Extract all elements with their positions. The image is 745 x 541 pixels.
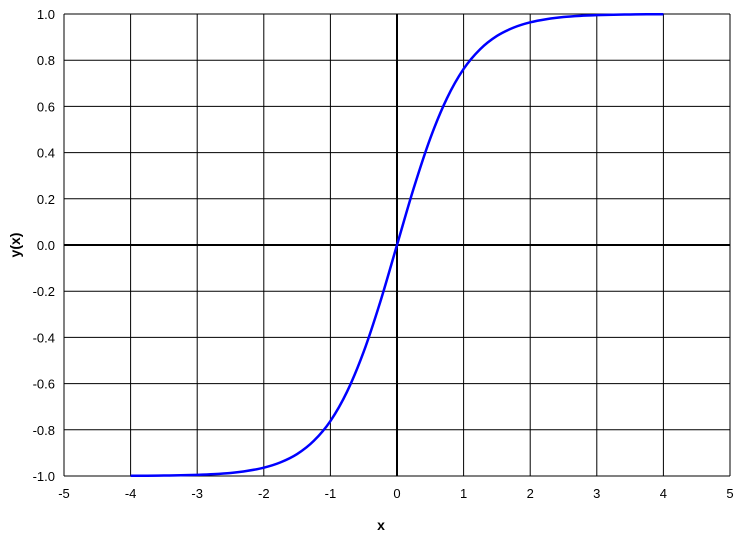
tick-labels: -5 -4 -3 -2 -1 0 1 2 3 4 5 -1.0 -0.8 -0.6 -0.4 -0.2 0.0 0… [33,7,734,501]
x-tick-label: 1 [460,486,467,501]
y-tick-label: -1.0 [33,469,55,484]
y-tick-label: 0.6 [37,99,55,114]
x-tick-label: 5 [726,486,733,501]
x-axis-label: x [377,517,385,533]
x-tick-label: -4 [125,486,137,501]
y-tick-label: -0.2 [33,284,55,299]
x-tick-label: -5 [58,486,70,501]
y-axis-label: y(x) [7,233,23,258]
x-tick-label: 4 [660,486,667,501]
y-tick-label: -0.4 [33,330,55,345]
x-tick-label: 0 [393,486,400,501]
x-tick-label: 3 [593,486,600,501]
y-tick-label: 0.2 [37,192,55,207]
y-tick-label: 1.0 [37,7,55,22]
x-tick-label: -2 [258,486,270,501]
y-tick-label: -0.8 [33,423,55,438]
y-tick-label: 0.0 [37,238,55,253]
y-tick-label: 0.4 [37,146,55,161]
x-tick-label: -3 [191,486,203,501]
x-tick-label: 2 [527,486,534,501]
y-tick-label: 0.8 [37,53,55,68]
x-tick-label: -1 [325,486,337,501]
y-tick-label: -0.6 [33,377,55,392]
